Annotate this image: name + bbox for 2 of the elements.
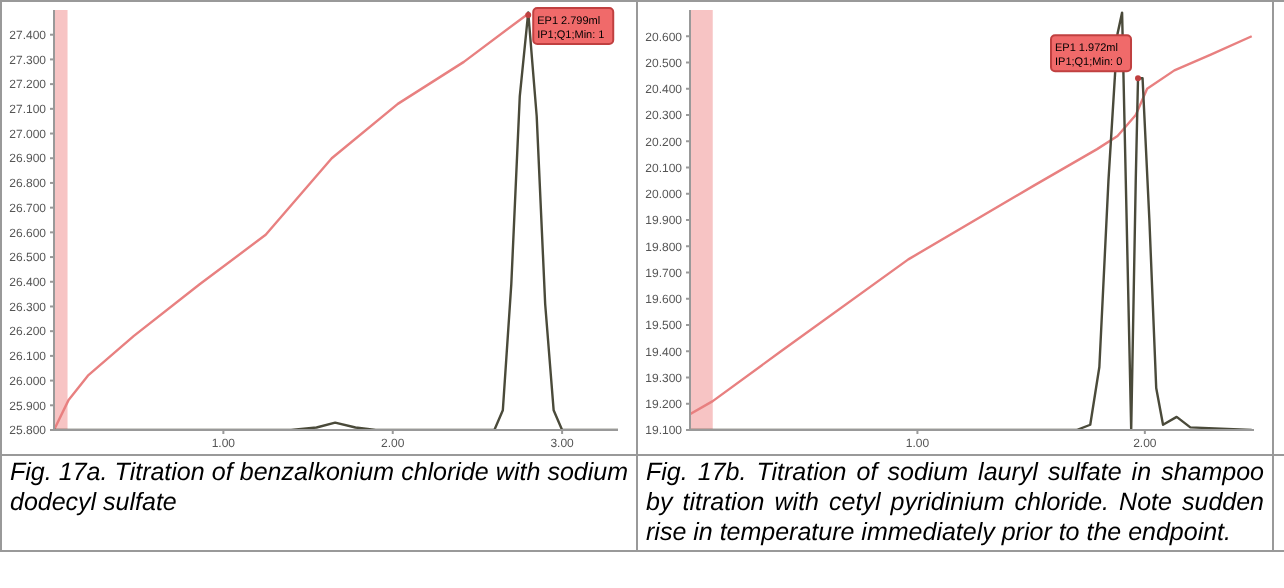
caption: Fig. 17b. Titration of sodium lauryl sulfate in shampoo by titration with cetyl pyridinium chloride. Note sudden rise in temperature immediately prior to the endpoint. [646, 458, 1264, 548]
caption: Fig. 17a. Titration of benzalkonium chloride with sodium dodecyl sulfate [10, 458, 628, 518]
